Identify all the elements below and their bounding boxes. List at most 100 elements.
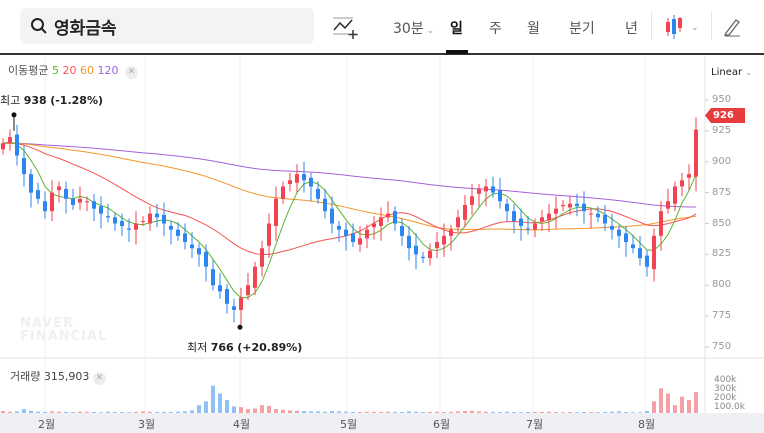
tab-quarter[interactable]: 분기 bbox=[569, 21, 595, 37]
volume-bar bbox=[400, 412, 404, 413]
volume-bar bbox=[316, 411, 320, 413]
candle-body bbox=[666, 201, 670, 209]
candle-body bbox=[610, 225, 614, 230]
volume-bar bbox=[120, 412, 124, 413]
tab-day[interactable]: 일 bbox=[450, 21, 463, 37]
volume-bar bbox=[638, 412, 642, 413]
volume-bar bbox=[169, 412, 173, 413]
volume-bar bbox=[204, 401, 208, 413]
volume-bar bbox=[281, 409, 285, 413]
candle-body bbox=[589, 213, 593, 215]
interval-dropdown[interactable]: 30분 ⌄ bbox=[393, 18, 434, 38]
candle-type-icon[interactable]: ⌄ bbox=[663, 14, 703, 40]
candle-body bbox=[141, 221, 145, 223]
month-label: 6월 bbox=[433, 418, 451, 431]
candle-body bbox=[78, 198, 82, 203]
volume-bar bbox=[197, 405, 201, 413]
active-tab-indicator bbox=[446, 50, 468, 54]
volume-bar bbox=[498, 412, 502, 413]
candle-body bbox=[232, 306, 236, 310]
price-axis-label: 875 bbox=[712, 186, 732, 198]
candle-body bbox=[169, 225, 173, 230]
chevron-down-icon: ⌄ bbox=[423, 26, 435, 36]
candle-body bbox=[638, 248, 642, 259]
volume-bar bbox=[309, 411, 313, 413]
price-chart[interactable] bbox=[0, 56, 764, 413]
candle-body bbox=[603, 214, 607, 224]
volume-bar bbox=[288, 410, 292, 413]
low-prefix: 최저 bbox=[187, 341, 208, 354]
volume-bar bbox=[624, 412, 628, 413]
volume-bar bbox=[295, 410, 299, 413]
volume-bar bbox=[351, 411, 355, 413]
candle-body bbox=[456, 217, 460, 228]
search-box[interactable]: 영화금속 bbox=[20, 8, 314, 44]
volume-bar bbox=[134, 411, 138, 413]
volume-bar bbox=[8, 411, 12, 413]
candle-body bbox=[477, 188, 481, 194]
candle-body bbox=[281, 186, 285, 199]
candle-body bbox=[400, 225, 404, 236]
volume-bar bbox=[631, 412, 635, 413]
tab-week[interactable]: 주 bbox=[489, 21, 502, 37]
volume-bar bbox=[64, 411, 68, 413]
candle-body bbox=[127, 228, 131, 230]
price-axis-label: 800 bbox=[712, 279, 732, 291]
search-value[interactable]: 영화금속 bbox=[54, 18, 117, 39]
candle-body bbox=[64, 188, 68, 199]
volume-bar bbox=[519, 412, 523, 413]
price-axis-label: 850 bbox=[712, 217, 732, 229]
volume-bar bbox=[71, 412, 75, 413]
ma20-line bbox=[2, 142, 697, 256]
candle-body bbox=[260, 248, 264, 267]
pencil-icon[interactable] bbox=[722, 17, 742, 37]
candle-body bbox=[148, 213, 152, 224]
candle-body bbox=[421, 256, 425, 259]
close-icon[interactable]: ✕ bbox=[92, 372, 106, 385]
volume-bar bbox=[36, 411, 40, 413]
volume-bar bbox=[29, 410, 33, 413]
close-icon[interactable]: ✕ bbox=[124, 66, 138, 79]
volume-axis-label: 300k bbox=[714, 384, 737, 394]
volume-bar bbox=[183, 411, 187, 413]
candle-body bbox=[120, 221, 124, 226]
candle-body bbox=[330, 208, 334, 224]
volume-bar bbox=[92, 412, 96, 413]
volume-bar bbox=[78, 411, 82, 413]
candle-body bbox=[442, 235, 446, 245]
volume-bar bbox=[127, 412, 131, 413]
candle-body bbox=[85, 201, 89, 203]
candle-body bbox=[428, 250, 432, 259]
scale-mode-dropdown[interactable]: Linear ⌄ bbox=[711, 67, 752, 78]
candle-body bbox=[435, 242, 439, 249]
divider bbox=[711, 12, 712, 40]
month-label: 3월 bbox=[138, 418, 156, 431]
tab-year[interactable]: 년 bbox=[625, 21, 638, 37]
divider bbox=[651, 12, 652, 40]
search-icon bbox=[31, 18, 47, 34]
volume-bar bbox=[526, 412, 530, 413]
price-axis-label: 900 bbox=[712, 155, 732, 167]
high-prefix: 최고 bbox=[0, 94, 21, 107]
volume-bar bbox=[365, 411, 369, 413]
volume-bar bbox=[246, 409, 250, 413]
volume-bar bbox=[15, 411, 19, 413]
volume-bar bbox=[358, 412, 362, 413]
tab-month[interactable]: 월 bbox=[527, 21, 540, 37]
svg-text:⌄: ⌄ bbox=[691, 23, 699, 33]
volume-bar bbox=[344, 411, 348, 413]
candle-body bbox=[295, 174, 299, 183]
volume-bar bbox=[113, 412, 117, 413]
candle-body bbox=[288, 180, 292, 184]
candle-body bbox=[225, 288, 229, 304]
volume-bar bbox=[218, 393, 222, 413]
current-price-tag: 926 bbox=[705, 108, 745, 123]
candle-body bbox=[155, 213, 159, 218]
indicator-add-icon[interactable] bbox=[333, 16, 359, 40]
candle-body bbox=[36, 190, 40, 199]
candle-body bbox=[645, 255, 649, 267]
candle-body bbox=[547, 213, 551, 220]
low-change: (+20.89%) bbox=[237, 341, 303, 354]
candle-body bbox=[533, 223, 537, 230]
month-label: 2월 bbox=[38, 418, 56, 431]
